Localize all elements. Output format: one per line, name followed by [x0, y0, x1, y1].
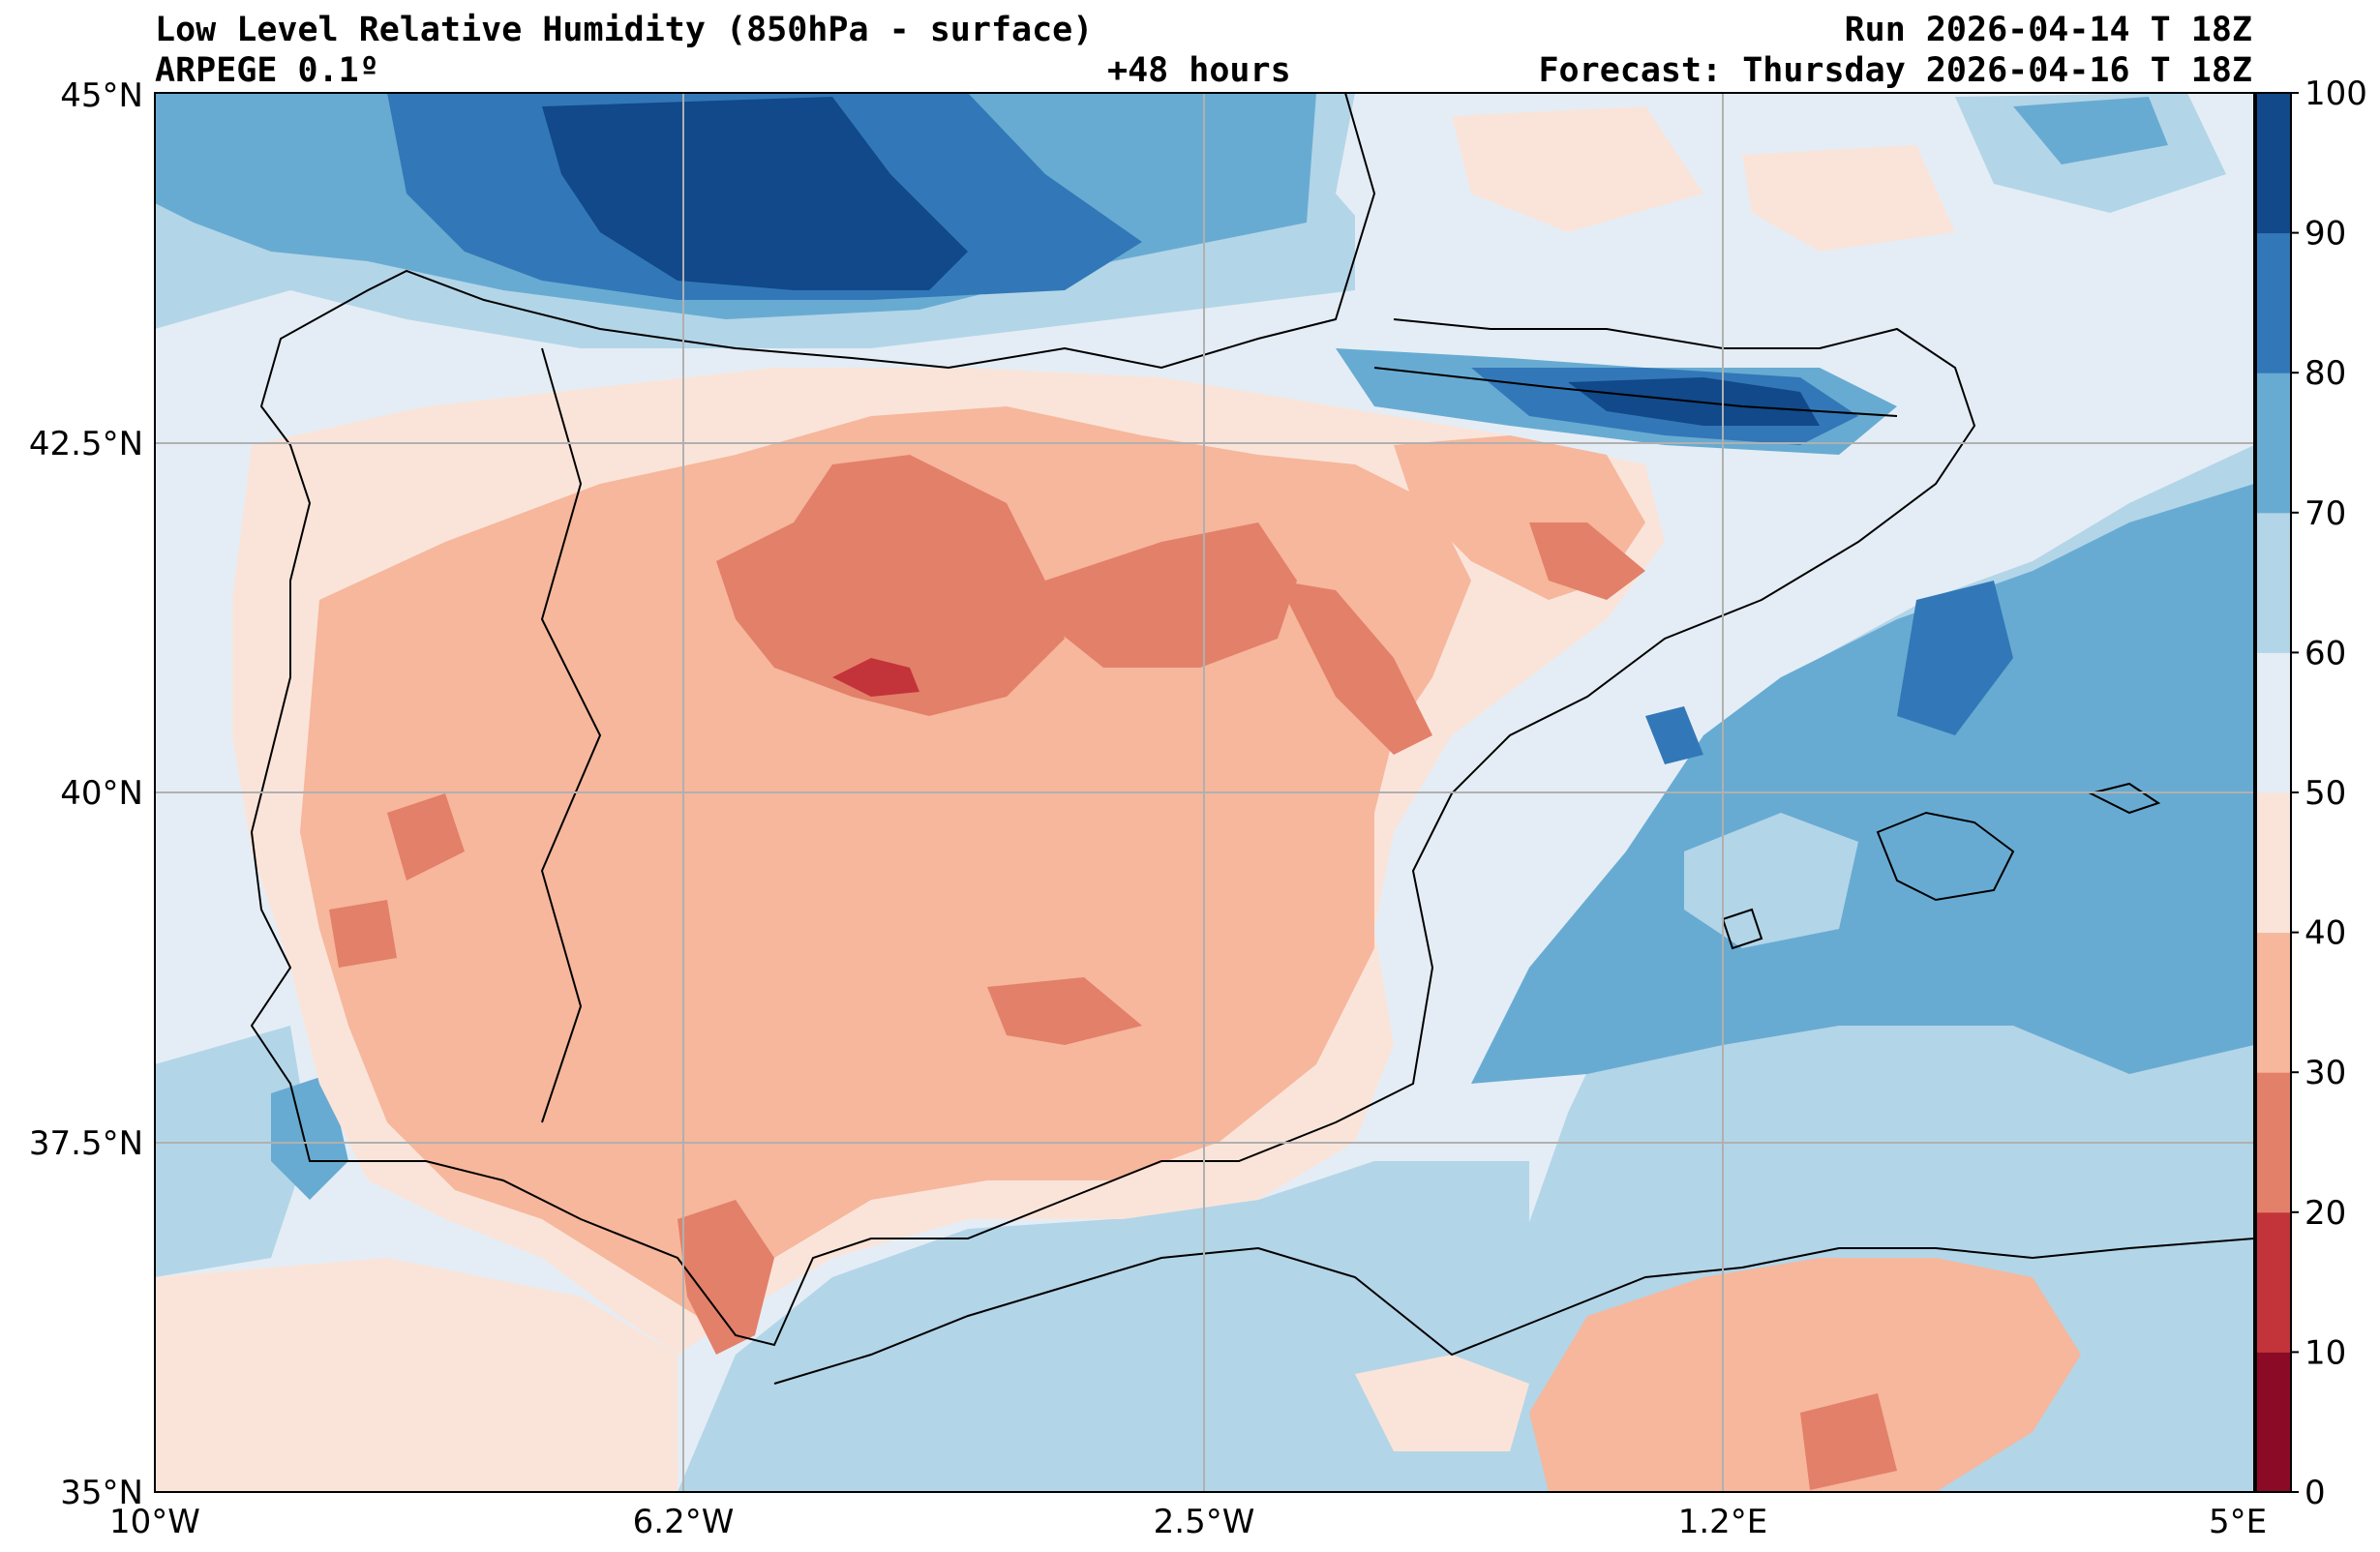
colorbar-swatch — [2256, 373, 2291, 514]
colorbar-swatch — [2256, 232, 2291, 373]
colorbar-tick-label: 70 — [2305, 494, 2346, 533]
colorbar-swatch — [2256, 512, 2291, 653]
rh-70-80-med — [1471, 484, 2254, 1084]
rh-70-80-sw — [271, 1074, 348, 1200]
rh-20-30-jaen — [987, 977, 1142, 1045]
lon-tick-label: 10°W — [109, 1503, 200, 1541]
rh-80-90-med-spot-2 — [1645, 706, 1703, 764]
lat-tick-label: 37.5°N — [29, 1124, 143, 1163]
lat-tick-label: 45°N — [60, 76, 143, 115]
colorbar-swatch — [2256, 1211, 2291, 1353]
rh-20-30-cadiz — [678, 1200, 774, 1355]
lat-tick-label: 40°N — [60, 774, 143, 813]
colorbar-tick-label: 50 — [2305, 774, 2346, 813]
colorbar-swatch — [2256, 1352, 2291, 1493]
rh-40-50-sw — [155, 1258, 678, 1492]
colorbar-swatch — [2256, 93, 2291, 234]
rh-60-70-sw — [155, 1026, 310, 1277]
lat-tick-label: 42.5°N — [29, 425, 143, 463]
colorbar-swatch — [2256, 792, 2291, 934]
colorbar-tick-label: 40 — [2305, 914, 2346, 953]
rh-20-30-ebro — [1529, 522, 1645, 600]
map-title: Low Level Relative Humidity (850hPa - su… — [155, 11, 1094, 49]
rh-90-100-north — [542, 97, 968, 290]
lon-tick-label: 1.2°E — [1678, 1503, 1768, 1541]
colorbar-tick-label: 20 — [2305, 1194, 2346, 1233]
colorbar-swatch — [2256, 1072, 2291, 1213]
rh-10-20-spot — [832, 658, 919, 697]
rh-20-30-castilla — [716, 455, 1065, 716]
rh-40-50-france-2 — [1742, 145, 1955, 252]
rh-60-70-balearic — [1684, 813, 1858, 948]
colorbar-ticks: 0 10 20 30 40 50 60 70 80 90 100 — [2291, 75, 2367, 1512]
colorbar-swatch — [2256, 652, 2291, 793]
lon-tick-label: 5°E — [2209, 1503, 2267, 1541]
map-frame — [154, 92, 2255, 1493]
colorbar-tick-label: 0 — [2305, 1474, 2326, 1512]
mallorca-coast — [1876, 811, 2015, 902]
forecast-label: Forecast: Thursday 2026-04-16 T 18Z — [1538, 51, 2252, 90]
france-spain-border — [1373, 367, 1898, 417]
colorbar-tick-label: 90 — [2305, 215, 2346, 254]
lead-time-label: +48 hours — [1107, 51, 1291, 90]
iberia-coast — [250, 93, 1976, 1347]
colorbar-swatch — [2256, 932, 2291, 1073]
model-label: ARPEGE 0.1º — [155, 51, 379, 90]
rh-30-40-algeria — [1529, 1258, 2081, 1492]
lat-axis: 45°N 42.5°N 40°N 37.5°N 35°N — [29, 76, 143, 1512]
lon-tick-label: 2.5°W — [1154, 1503, 1255, 1541]
run-label: Run 2026-04-14 T 18Z — [1844, 11, 2252, 49]
rh-20-30-alentejo — [387, 793, 465, 880]
lon-tick-label: 6.2°W — [633, 1503, 735, 1541]
portugal-spain-border — [540, 347, 602, 1123]
rh-20-30-aragon — [1045, 522, 1297, 668]
rh-70-80-alps — [2013, 97, 2168, 164]
rh-20-30-algeria — [1800, 1393, 1897, 1490]
colorbar-tick-label: 100 — [2305, 75, 2367, 113]
menorca-coast — [2088, 782, 2161, 815]
colorbar-tick-label: 80 — [2305, 354, 2346, 393]
rh-60-70-alboran — [678, 1161, 1529, 1492]
colorbar — [2255, 92, 2292, 1493]
colorbar-tick-label: 10 — [2305, 1333, 2346, 1372]
rh-20-30-teruel — [1278, 581, 1432, 755]
lon-axis: 10°W 6.2°W 2.5°W 1.2°E 5°E — [109, 1503, 2267, 1541]
lat-tick-label: 35°N — [60, 1474, 143, 1512]
north-africa-coast — [773, 1238, 2254, 1385]
rh-80-90-med-spot — [1897, 581, 2013, 735]
colorbar-tick-label: 30 — [2305, 1054, 2346, 1092]
rh-40-50-morocco — [1355, 1355, 1529, 1451]
rh-40-50-france — [1452, 106, 1703, 232]
ibiza-coast — [1721, 908, 1763, 950]
gridlines — [155, 93, 2254, 1492]
coastline-borders — [250, 93, 2254, 1385]
colorbar-tick-label: 60 — [2305, 634, 2346, 672]
rh-20-30-lisbon — [329, 900, 397, 968]
